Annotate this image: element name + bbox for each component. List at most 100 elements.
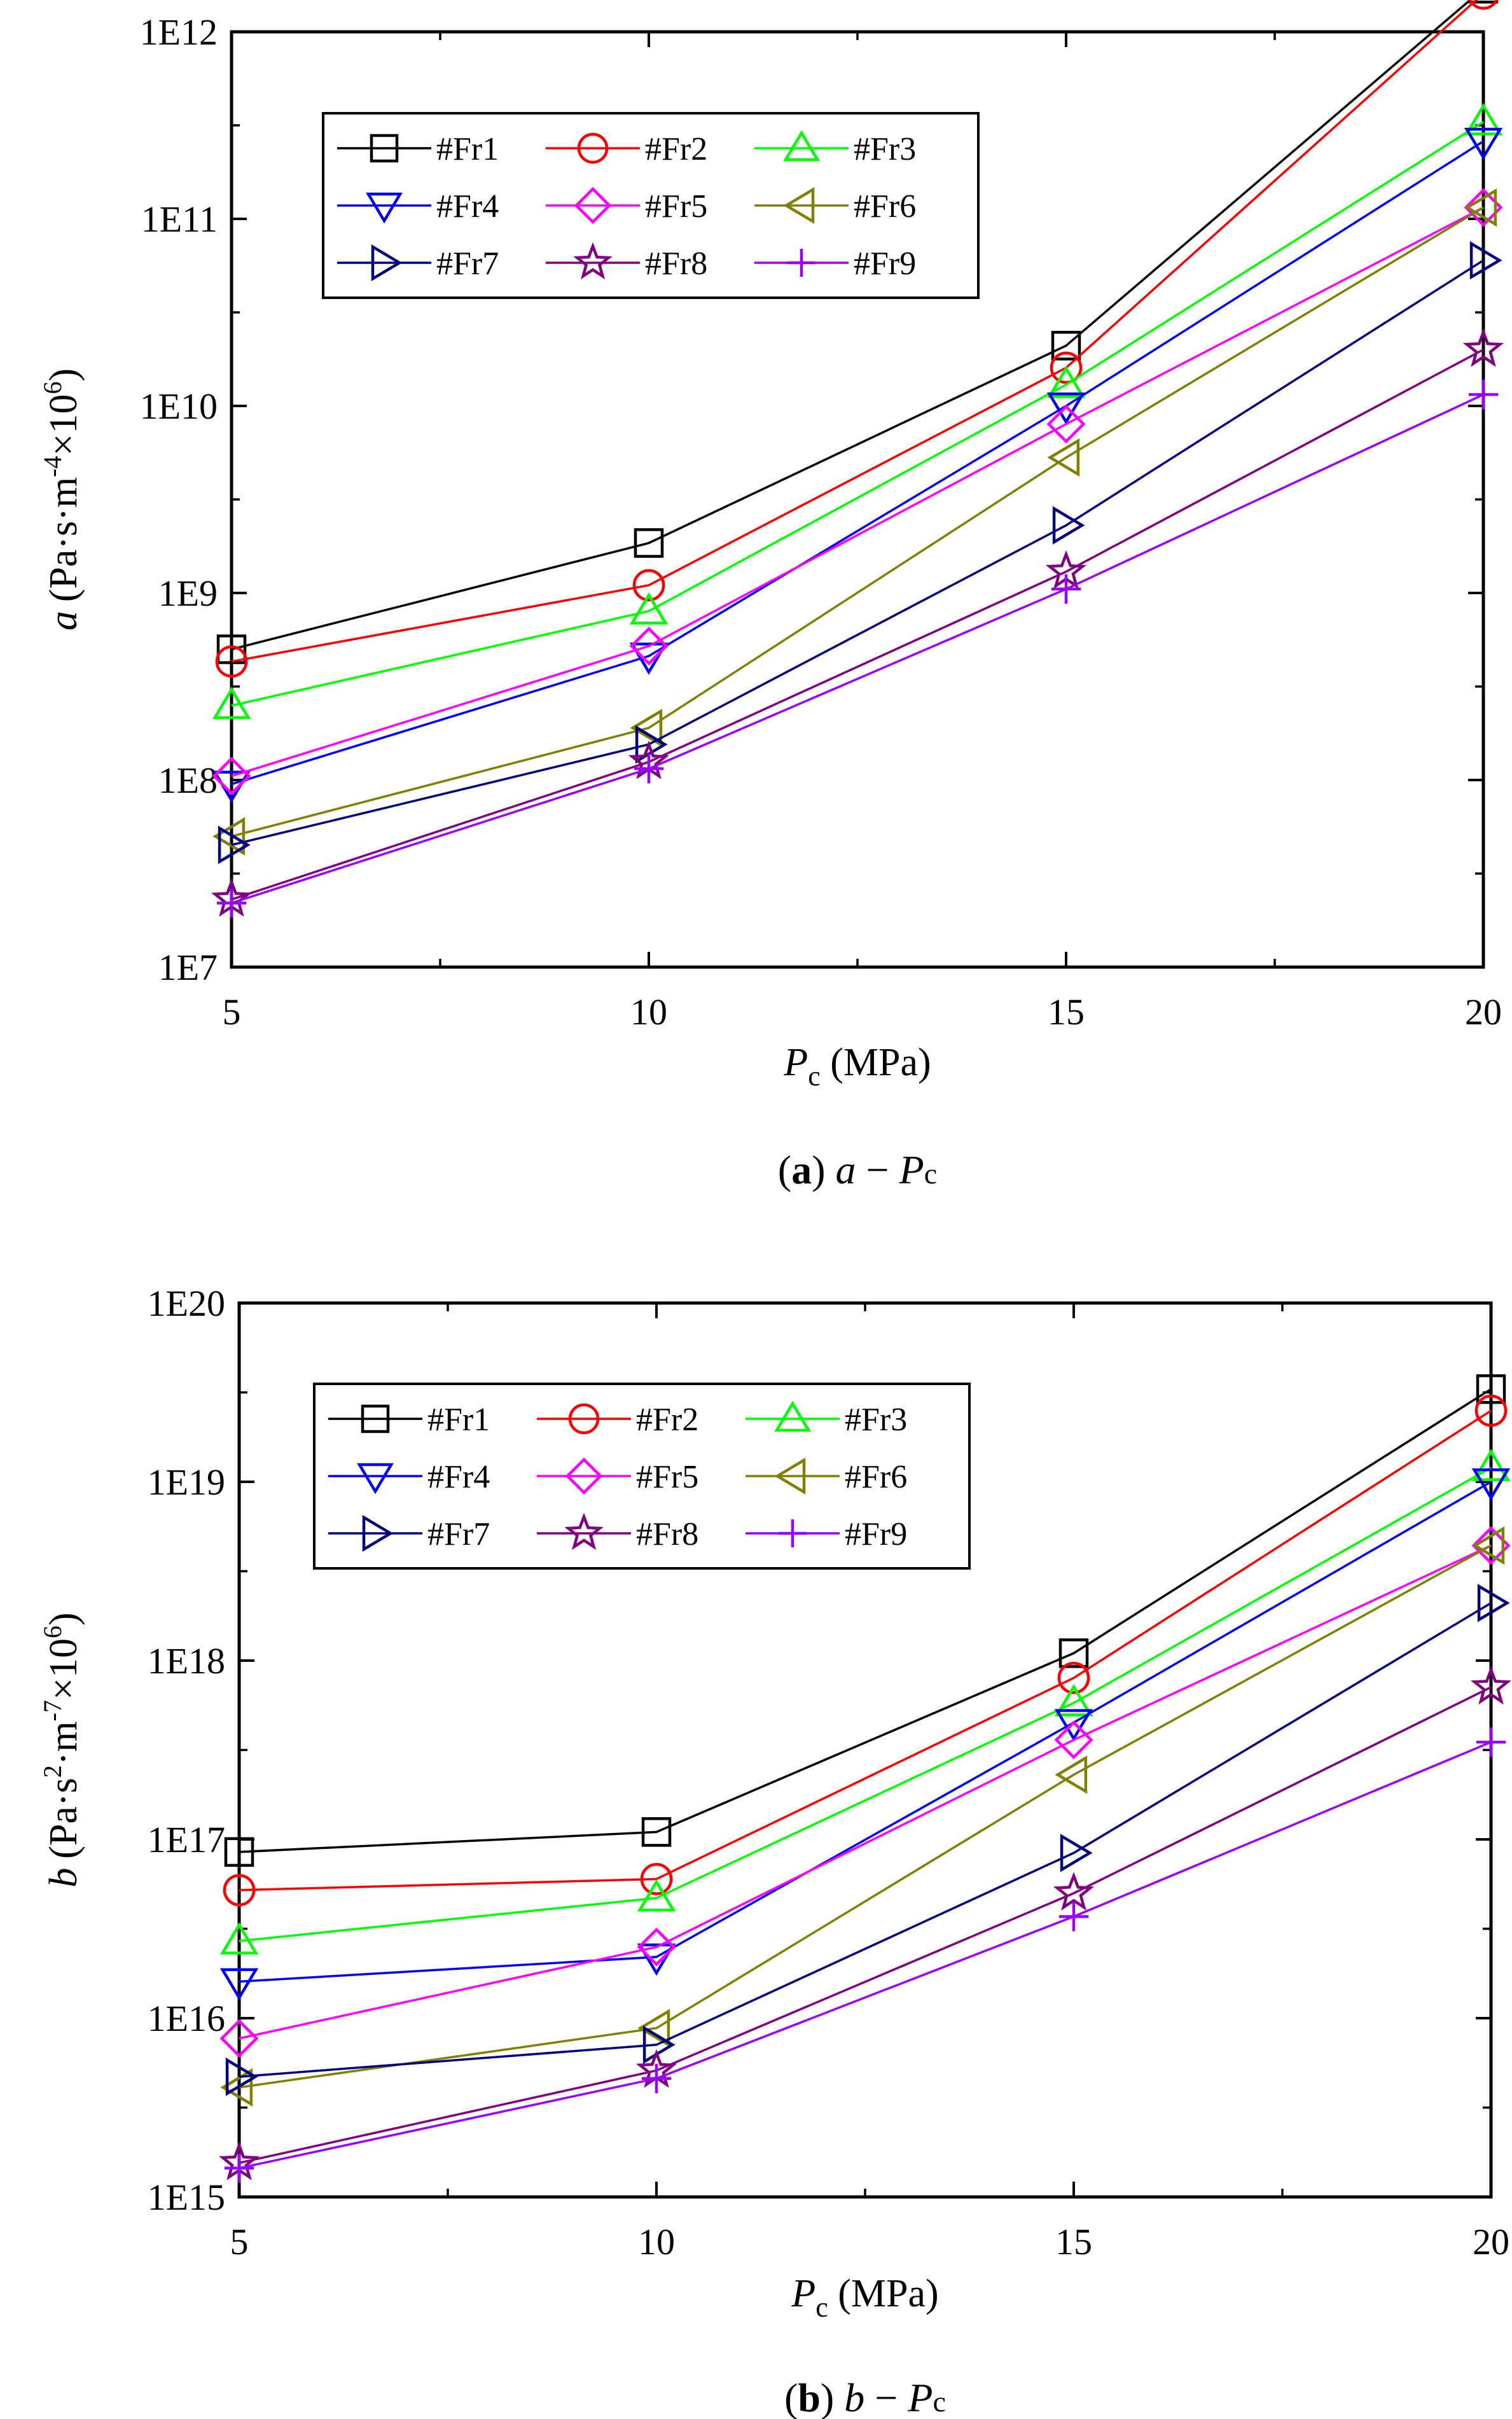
data-point-marker — [219, 2019, 259, 2058]
legend-item: #Fr9 — [754, 246, 916, 282]
series-line — [231, 348, 1484, 901]
legend: #Fr1 #Fr2 #Fr3 #Fr4 #Fr5 #Fr6 #Fr7 #Fr8 #Fr9 — [322, 112, 980, 299]
legend-marker — [774, 1458, 806, 1495]
series-line — [239, 1481, 1492, 1983]
data-point-marker — [634, 754, 664, 784]
x-axis-var: P — [783, 1041, 808, 1084]
y-axis-close: ) — [42, 368, 85, 382]
data-point-marker — [1462, 328, 1504, 367]
y-axis: 1E15 1E16 1E17 1E18 1E19 1E20 — [148, 1283, 1491, 2218]
x-tick-label: 15 — [1055, 2221, 1092, 2262]
data-point-marker — [1050, 351, 1083, 384]
legend-marker — [366, 192, 403, 224]
data-point-marker — [212, 756, 251, 796]
y-tick-label: 1E17 — [148, 1819, 225, 1860]
series-line — [239, 1388, 1492, 1853]
legend-marker — [787, 249, 815, 277]
data-point-marker — [1055, 1755, 1088, 1794]
data-point-marker — [216, 634, 247, 664]
legend-item: #Fr9 — [746, 1516, 907, 1552]
legend-item: #Fr8 — [537, 1512, 698, 1552]
chart-panel-a: 5 10 15 20 1E7 1E8 1E9 1E10 1E11 1E12 #Fr1 #Fr2 #Fr3… — [38, 0, 1504, 1192]
data-point-marker — [219, 1968, 259, 2001]
y-tick-label: 1E15 — [148, 2177, 225, 2218]
y-tick-label: 1E12 — [140, 11, 218, 53]
legend-item: #Fr3 — [746, 1400, 907, 1438]
data-point-marker — [1476, 1727, 1506, 1757]
legend-label: #Fr7 — [436, 246, 499, 282]
legend-label: #Fr6 — [854, 188, 916, 225]
legend-item: #Fr5 — [537, 1457, 698, 1495]
data-point-marker — [1476, 1374, 1506, 1404]
y-axis-close: ) — [42, 1612, 85, 1626]
x-axis-sub: c — [815, 2292, 828, 2323]
series-line — [239, 1544, 1492, 2089]
legend-label: #Fr2 — [636, 1402, 698, 1438]
series-line — [231, 393, 1484, 904]
data-point-marker — [1058, 1638, 1089, 1668]
data-point-marker — [1051, 574, 1081, 604]
caption-p: P — [907, 2375, 933, 2419]
data-point-marker — [637, 1879, 676, 1912]
legend-marker — [370, 134, 399, 163]
series-line — [231, 0, 1478, 663]
series-line — [231, 206, 1484, 777]
data-point-marker — [1047, 438, 1080, 477]
x-axis-var: P — [791, 2272, 815, 2315]
caption-sub: c — [924, 1157, 937, 1190]
data-point-marker — [637, 1927, 676, 1967]
data-point-marker — [1054, 1684, 1093, 1717]
x-tick-label: 20 — [1465, 991, 1502, 1033]
series-fr6 — [220, 1526, 1505, 2107]
data-point-marker — [1057, 1661, 1090, 1694]
x-tick-label: 10 — [638, 2221, 675, 2262]
caption-close: ) — [821, 2375, 844, 2419]
y-tick-label: 1E7 — [158, 947, 218, 988]
data-point-marker — [225, 2057, 258, 2096]
series-fr7 — [225, 1584, 1510, 2096]
caption-op: − — [864, 2375, 908, 2419]
legend-item: #Fr1 — [328, 1402, 490, 1438]
data-point-marker — [1464, 188, 1497, 227]
data-point-marker — [1060, 1834, 1093, 1872]
series-fr3 — [212, 102, 1503, 720]
data-point-marker — [629, 592, 669, 625]
data-point-marker — [219, 1922, 259, 1955]
data-point-marker — [637, 2009, 670, 2047]
caption-p: P — [899, 1147, 924, 1192]
legend-label: #Fr4 — [427, 1459, 490, 1495]
y-tick-label: 1E18 — [148, 1640, 225, 1682]
y-tick-label: 1E10 — [140, 386, 218, 427]
data-point-marker — [1468, 0, 1499, 10]
y-tick-label: 1E9 — [158, 573, 218, 614]
legend-marker — [357, 1463, 394, 1495]
data-point-marker — [629, 642, 669, 675]
figure-caption: (a) a − Pc — [778, 1147, 937, 1192]
legend-item: #Fr3 — [754, 130, 916, 167]
x-axis: 5 10 15 20 — [230, 1303, 1509, 2262]
series-line — [231, 140, 1484, 786]
legend-label: #Fr3 — [845, 1402, 907, 1438]
data-point-marker — [1058, 1902, 1089, 1932]
legend-item: #Fr2 — [537, 1402, 698, 1438]
legend-marker — [362, 1515, 394, 1552]
series-line — [239, 1467, 1492, 1942]
series-line — [231, 206, 1484, 838]
series-fr7 — [218, 241, 1502, 865]
x-tick-label: 5 — [223, 991, 241, 1033]
data-point-marker — [1054, 1720, 1093, 1760]
y-axis-var: b — [42, 1868, 85, 1888]
legend-label: #Fr1 — [427, 1402, 490, 1438]
x-tick-label: 10 — [630, 991, 667, 1033]
y-axis-exp-mid: -7 — [38, 1700, 67, 1721]
legend-marker — [371, 244, 403, 281]
legend-marker — [577, 132, 609, 164]
series-line — [239, 1686, 1492, 2165]
caption-op: − — [856, 1147, 899, 1192]
legend-marker — [361, 1404, 390, 1433]
data-point-marker — [632, 569, 665, 602]
data-point-marker — [1471, 1449, 1511, 1481]
legend-label: #Fr9 — [854, 246, 916, 282]
data-point-marker — [216, 888, 247, 918]
y-axis-tail: ×10 — [42, 394, 85, 456]
